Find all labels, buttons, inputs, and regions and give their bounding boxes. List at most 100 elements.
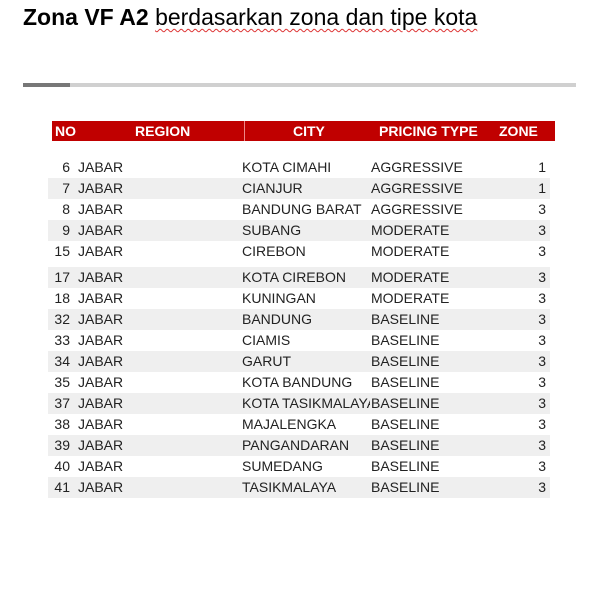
cell-no: 17 <box>54 269 70 285</box>
cell-no: 15 <box>54 243 70 259</box>
divider-bar <box>23 83 576 87</box>
cell-no: 9 <box>62 222 70 238</box>
cell-zone: 3 <box>538 311 546 327</box>
cell-pricing: BASELINE <box>371 458 440 474</box>
cell-region: JABAR <box>78 437 124 453</box>
header-region: REGION <box>135 123 191 139</box>
cell-no: 37 <box>54 395 70 411</box>
cell-zone: 3 <box>538 243 546 259</box>
table-row: 15 JABAR CIREBON MODERATE 3 <box>48 241 550 267</box>
cell-zone: 3 <box>538 353 546 369</box>
cell-city: SUMEDANG <box>242 458 323 474</box>
header-zone: ZONE <box>499 123 538 139</box>
cell-pricing: MODERATE <box>371 243 450 259</box>
cell-region: JABAR <box>78 332 124 348</box>
table-row: 18 JABAR KUNINGAN MODERATE 3 <box>48 288 550 309</box>
cell-no: 40 <box>54 458 70 474</box>
cell-pricing: AGGRESSIVE <box>371 180 463 196</box>
cell-region: JABAR <box>78 159 124 175</box>
cell-city: TASIKMALAYA <box>242 479 337 495</box>
cell-city: MAJALENGKA <box>242 416 337 432</box>
table-row: 9 JABAR SUBANG MODERATE 3 <box>48 220 550 241</box>
table-row: 38 JABAR MAJALENGKA BASELINE 3 <box>48 414 550 435</box>
cell-city: KUNINGAN <box>242 290 316 306</box>
cell-pricing: MODERATE <box>371 290 450 306</box>
cell-pricing: BASELINE <box>371 311 440 327</box>
cell-zone: 3 <box>538 479 546 495</box>
table-row: 37 JABAR KOTA TASIKMALAYA BASELINE 3 <box>48 393 550 414</box>
cell-zone: 3 <box>538 416 546 432</box>
cell-region: JABAR <box>78 180 124 196</box>
table-row: 7 JABAR CIANJUR AGGRESSIVE 1 <box>48 178 550 199</box>
cell-city: GARUT <box>242 353 291 369</box>
header-city: CITY <box>293 123 325 139</box>
cell-no: 6 <box>62 159 70 175</box>
cell-pricing: MODERATE <box>371 222 450 238</box>
table-row: 41 JABAR TASIKMALAYA BASELINE 3 <box>48 477 550 498</box>
cell-pricing: BASELINE <box>371 479 440 495</box>
cell-zone: 3 <box>538 290 546 306</box>
cell-pricing: BASELINE <box>371 332 440 348</box>
table-row: 8 JABAR BANDUNG BARAT AGGRESSIVE 3 <box>48 199 550 220</box>
cell-region: JABAR <box>78 353 124 369</box>
table-row: 33 JABAR CIAMIS BASELINE 3 <box>48 330 550 351</box>
cell-city: BANDUNG BARAT <box>242 201 362 217</box>
cell-region: JABAR <box>78 222 124 238</box>
cell-city: CIAMIS <box>242 332 291 348</box>
cell-region: JABAR <box>78 201 124 217</box>
cell-pricing: BASELINE <box>371 416 440 432</box>
table-row: 34 JABAR GARUT BASELINE 3 <box>48 351 550 372</box>
cell-no: 35 <box>54 374 70 390</box>
cell-city: SUBANG <box>242 222 302 238</box>
table-row: 6 JABAR KOTA CIMAHI AGGRESSIVE 1 <box>48 157 550 178</box>
cell-region: JABAR <box>78 269 124 285</box>
cell-city: KOTA TASIKMALAYA <box>242 395 370 411</box>
cell-no: 34 <box>54 353 70 369</box>
cell-zone: 3 <box>538 222 546 238</box>
page-title: Zona VF A2 berdasarkan zona dan tipe kot… <box>23 4 477 31</box>
table-header: NO REGION CITY PRICING TYPE ZONE <box>52 121 555 141</box>
cell-zone: 3 <box>538 458 546 474</box>
cell-city: KOTA CIREBON <box>242 269 346 285</box>
divider-accent <box>23 83 70 87</box>
table-row: 32 JABAR BANDUNG BASELINE 3 <box>48 309 550 330</box>
table-body: 6 JABAR KOTA CIMAHI AGGRESSIVE 1 7 JABAR CIANJU… <box>48 157 550 498</box>
cell-city: KOTA BANDUNG <box>242 374 353 390</box>
cell-region: JABAR <box>78 243 124 259</box>
cell-pricing: AGGRESSIVE <box>371 201 463 217</box>
cell-zone: 3 <box>538 269 546 285</box>
cell-no: 41 <box>54 479 70 495</box>
cell-region: JABAR <box>78 416 124 432</box>
cell-zone: 3 <box>538 201 546 217</box>
cell-zone: 3 <box>538 374 546 390</box>
table-row: 17 JABAR KOTA CIREBON MODERATE 3 <box>48 267 550 288</box>
cell-region: JABAR <box>78 290 124 306</box>
cell-no: 8 <box>62 201 70 217</box>
cell-zone: 3 <box>538 437 546 453</box>
cell-pricing: BASELINE <box>371 437 440 453</box>
cell-pricing: BASELINE <box>371 395 440 411</box>
cell-no: 32 <box>54 311 70 327</box>
cell-zone: 3 <box>538 395 546 411</box>
table-row: 35 JABAR KOTA BANDUNG BASELINE 3 <box>48 372 550 393</box>
cell-city: CIANJUR <box>242 180 303 196</box>
table-row: 40 JABAR SUMEDANG BASELINE 3 <box>48 456 550 477</box>
cell-no: 18 <box>54 290 70 306</box>
cell-pricing: MODERATE <box>371 269 450 285</box>
cell-region: JABAR <box>78 458 124 474</box>
cell-no: 39 <box>54 437 70 453</box>
cell-pricing: BASELINE <box>371 353 440 369</box>
cell-zone: 3 <box>538 332 546 348</box>
cell-zone: 1 <box>538 159 546 175</box>
cell-no: 33 <box>54 332 70 348</box>
title-rest: berdasarkan zona dan tipe kota <box>155 4 478 30</box>
header-pricing: PRICING TYPE <box>379 123 478 139</box>
cell-city: CIREBON <box>242 243 306 259</box>
cell-region: JABAR <box>78 479 124 495</box>
header-no: NO <box>55 123 76 139</box>
cell-city: PANGANDARAN <box>242 437 350 453</box>
title-bold: Zona VF A2 <box>23 4 149 30</box>
cell-no: 38 <box>54 416 70 432</box>
cell-no: 7 <box>62 180 70 196</box>
cell-region: JABAR <box>78 374 124 390</box>
